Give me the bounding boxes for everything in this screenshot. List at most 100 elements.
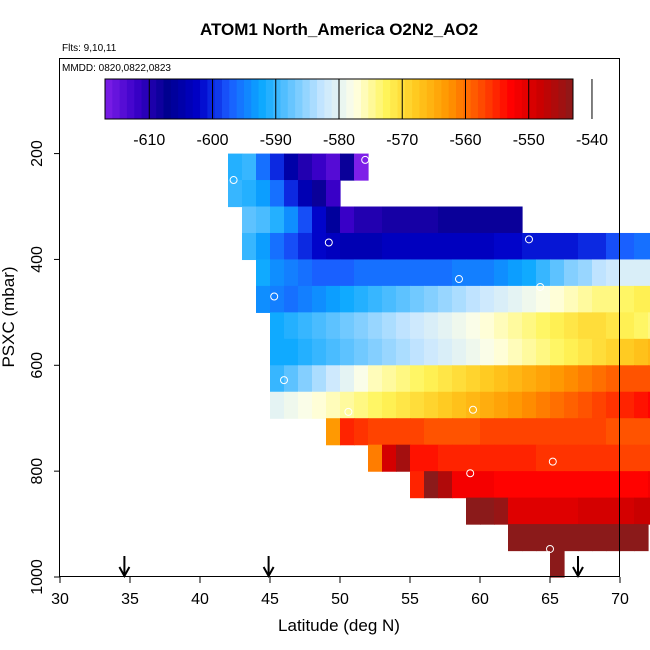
heatmap-cell [284,232,299,261]
colorbar-segment [170,79,179,119]
heatmap-cell [536,259,551,287]
heatmap-cell [368,259,383,287]
colorbar-segment [192,79,201,119]
heatmap-cell [620,232,635,261]
sample-point-marker [344,407,353,416]
heatmap-cell [634,259,649,287]
heatmap-cell [242,206,257,234]
heatmap-cell [536,338,551,366]
heatmap-cell [312,206,327,234]
heatmap-cell [298,153,313,181]
colorbar-segment [214,79,223,119]
heatmap-cell [354,338,369,366]
heatmap-cell [578,391,593,419]
heatmap-cell [326,418,341,446]
colorbar-segment [163,79,172,119]
heatmap-cell [326,153,341,181]
heatmap-cell [438,285,453,313]
colorbar-segment [507,79,515,119]
heatmap-cell [592,259,607,287]
heatmap-cell [494,312,509,340]
heatmap-cell [410,365,425,393]
heatmap-cell [256,232,271,261]
heatmap-cell [592,418,607,446]
heatmap-cell [578,418,593,446]
heatmap-cell [508,312,523,340]
heatmap-cell [410,285,425,313]
heatmap-cell [382,391,397,419]
heatmap-cell [410,206,425,234]
heatmap-cell [592,524,607,552]
heatmap-cell [480,365,495,393]
colorbar-segment [551,79,559,119]
colorbar-segment [463,79,472,119]
heatmap-cell [550,418,565,446]
heatmap-cell [634,444,649,472]
heatmap-cell [564,497,579,525]
flight-arrow [572,556,584,579]
heatmap-cell [508,259,523,287]
sample-point-marker [466,469,475,478]
colorbar-segment [382,79,391,119]
heatmap-cell [382,285,397,313]
sample-point-marker [546,544,554,553]
colorbar-segment [558,79,567,119]
heatmap-cell [508,232,523,261]
heatmap-cell [256,206,271,234]
colorbar-segment [353,79,362,119]
colorbar-segment [105,79,113,119]
heatmap-cell [508,497,523,525]
heatmap-cell [452,444,467,472]
heatmap-cell [410,391,425,419]
heatmap-cell [466,259,481,287]
colorbar-segment [317,79,325,119]
heatmap-cell [298,285,313,313]
heatmap-cell [256,285,271,313]
colorbar-segment [141,79,150,119]
colorbar-segment [207,79,216,119]
colorbar-segment [185,79,194,119]
sample-points [229,155,557,553]
colorbar-segment [404,79,413,119]
heatmap-cell [536,418,551,446]
heatmap-cell [396,259,411,287]
heatmap-cell [522,365,537,393]
heatmap-cell [438,471,453,499]
heatmap-cell [452,391,467,419]
heatmap-cell [284,206,299,234]
heatmap-cell [564,259,579,287]
heatmap-cell [564,232,579,261]
dates-subtitle: MMDD: 0820,0822,0823 [62,63,171,74]
colorbar-segment [448,79,457,119]
colorbar-segment [412,79,420,119]
heatmap-cell [466,391,481,419]
heatmap-cell [438,391,453,419]
heatmap-cell [536,524,551,552]
heatmap-cell [522,391,537,419]
heatmap-cell [606,232,621,261]
heatmap-cell [368,444,383,472]
heatmap-cell [550,497,565,525]
y-tick-label: 400 [29,246,46,273]
heatmap-cell [354,153,369,181]
colorbar-segment [397,79,406,119]
heatmap-cell [312,338,327,366]
colorbar-segment [287,79,296,119]
heatmap-cell [508,338,523,366]
colorbar-segment [470,79,479,119]
heatmap-cell [592,444,607,472]
heatmap-cell [354,232,369,261]
heatmap-cell [284,338,299,366]
colorbar-segment [236,79,245,119]
heatmap-cell [312,312,327,340]
heatmap-cell [438,444,453,472]
heatmap-cell [438,232,453,261]
sample-point-marker [469,405,477,414]
heatmap-cell [620,259,635,287]
heatmap-cell [284,365,299,393]
colorbar-segment [346,79,355,119]
heatmap-cell [466,444,481,472]
heatmap-cell [326,365,341,393]
heatmap-cell [396,418,411,446]
heatmap-cell [606,497,621,525]
